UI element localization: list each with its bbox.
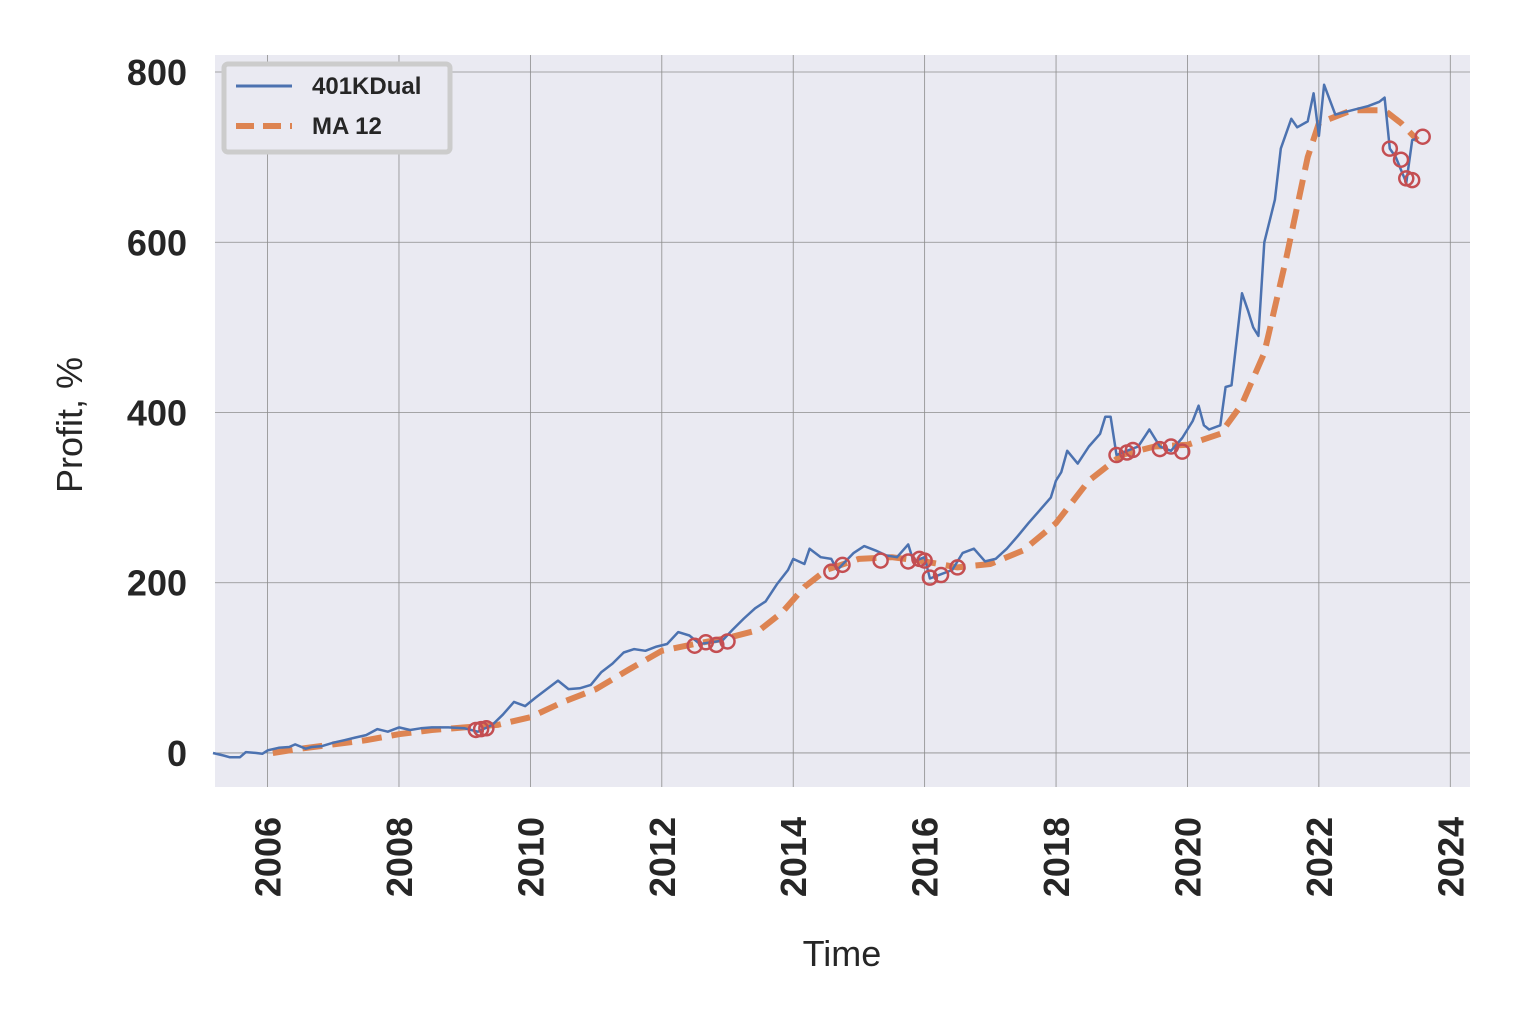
signal-marker — [1381, 140, 1399, 157]
signal-marker — [1151, 440, 1169, 458]
401kdual-layer — [212, 83, 1418, 759]
signal-marker — [834, 556, 851, 574]
x-tick-labels: 2006 2008 2010 2012 2014 2016 2018 2020 2022 2024 — [248, 817, 1472, 897]
signal-marker — [686, 637, 703, 654]
x-tick-label: 2022 — [1299, 817, 1340, 897]
y-tick-label: 600 — [127, 222, 187, 263]
x-tick-label: 2024 — [1430, 817, 1471, 897]
signal-marker — [1392, 151, 1410, 168]
signal-marker — [1173, 443, 1191, 460]
y-tick-label: 200 — [127, 563, 187, 604]
plot-area — [215, 55, 1470, 787]
x-tick-label: 2020 — [1167, 817, 1208, 897]
signal-marker — [1124, 441, 1142, 459]
markers-layer — [467, 128, 1431, 739]
x-tick-label: 2016 — [905, 817, 946, 897]
signal-marker — [708, 636, 725, 654]
signal-marker — [872, 552, 889, 569]
grid — [215, 55, 1470, 787]
x-tick-label: 2006 — [248, 817, 289, 897]
signal-marker — [899, 553, 917, 570]
signal-marker — [697, 634, 715, 651]
signal-marker — [719, 633, 736, 650]
x-tick-label: 2008 — [379, 817, 420, 897]
401kdual-line — [212, 83, 1418, 759]
y-tick-label: 0 — [167, 733, 187, 774]
legend: 401KDual MA 12 — [221, 61, 453, 155]
signal-marker — [916, 552, 933, 569]
y-axis-label: Profit, % — [49, 357, 90, 493]
legend-label-ma-12: MA 12 — [312, 113, 382, 140]
y-tick-label: 800 — [127, 52, 187, 93]
signal-marker — [1414, 128, 1431, 145]
signal-marker — [1108, 446, 1125, 464]
x-tick-label: 2018 — [1036, 817, 1077, 897]
signal-marker — [921, 569, 939, 586]
x-tick-label: 2014 — [773, 817, 814, 897]
legend-label-401kdual: 401KDual — [312, 73, 421, 100]
signal-marker — [1403, 171, 1421, 189]
y-tick-label: 400 — [127, 392, 187, 433]
x-axis-label: Time — [803, 933, 882, 974]
x-tick-label: 2012 — [642, 817, 683, 897]
y-tick-labels: 0 200 400 600 800 — [127, 52, 187, 774]
x-tick-label: 2010 — [510, 817, 551, 897]
signal-marker — [949, 559, 966, 576]
signal-marker — [932, 566, 950, 584]
signal-marker — [478, 720, 495, 737]
